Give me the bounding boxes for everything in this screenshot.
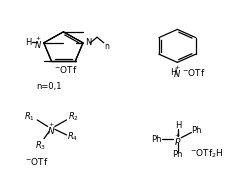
Text: $R_2$: $R_2$: [68, 110, 79, 123]
Text: $R_1$: $R_1$: [25, 110, 35, 123]
Text: Ph: Ph: [173, 150, 183, 159]
Text: $\overset{+}{N}$: $\overset{+}{N}$: [34, 34, 42, 51]
Text: n=0,1: n=0,1: [36, 82, 62, 91]
Text: n: n: [104, 42, 109, 51]
Text: $\overset{+}{N}$: $\overset{+}{N}$: [173, 63, 181, 80]
Text: H: H: [26, 38, 32, 47]
Text: $\overset{+}{N}$: $\overset{+}{N}$: [47, 120, 56, 137]
Text: H: H: [170, 68, 176, 77]
Text: $\overset{+}{P}$: $\overset{+}{P}$: [174, 131, 181, 148]
Text: $^{-}$OTf$_2$H: $^{-}$OTf$_2$H: [190, 148, 223, 161]
Text: $R_4$: $R_4$: [67, 130, 79, 143]
Text: $^{-}$OTf: $^{-}$OTf: [25, 156, 49, 167]
Text: H: H: [175, 121, 181, 130]
Text: $^{-}$OTf: $^{-}$OTf: [54, 64, 78, 75]
Text: Ph: Ph: [191, 126, 202, 135]
Text: Ph: Ph: [152, 135, 162, 144]
Text: $R_3$: $R_3$: [35, 140, 46, 152]
Text: N: N: [85, 38, 91, 47]
Text: $^{-}$OTf: $^{-}$OTf: [182, 67, 206, 78]
